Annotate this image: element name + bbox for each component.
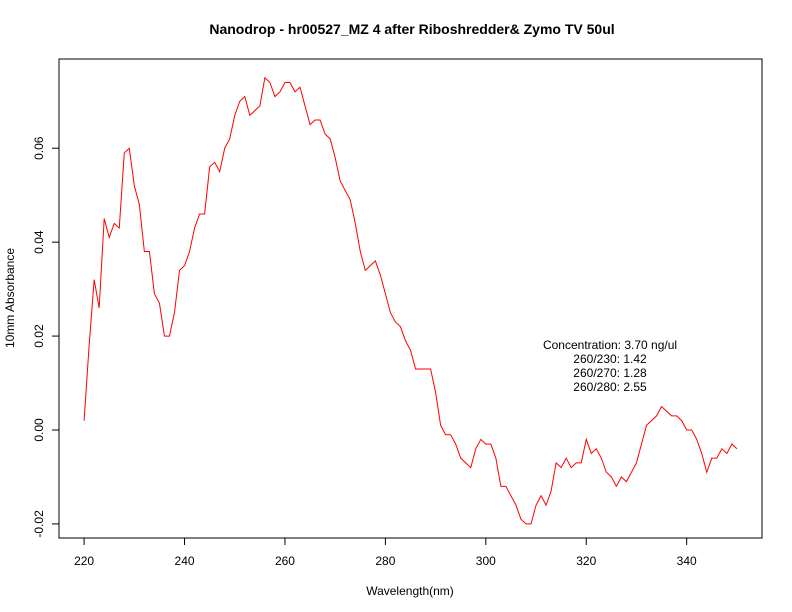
x-tick-label: 320 bbox=[576, 554, 596, 568]
y-axis: -0.02 0.00 0.02 0.04 0.06 bbox=[32, 136, 59, 538]
x-tick-label: 340 bbox=[677, 554, 697, 568]
x-axis: 220 240 260 280 300 320 340 bbox=[74, 538, 697, 568]
chart-title: Nanodrop - hr00527_MZ 4 after Riboshredd… bbox=[209, 21, 614, 37]
y-tick-label: 0.02 bbox=[32, 324, 46, 348]
y-tick-label: 0.06 bbox=[32, 136, 46, 160]
plot-frame bbox=[58, 58, 763, 539]
y-axis-label: 10mm Absorbance bbox=[3, 248, 17, 348]
x-tick-label: 280 bbox=[375, 554, 395, 568]
ratio-260-230-annotation: 260/230: 1.42 bbox=[573, 352, 647, 366]
concentration-annotation: Concentration: 3.70 ng/ul bbox=[543, 338, 677, 352]
x-tick-label: 240 bbox=[175, 554, 195, 568]
x-tick-label: 260 bbox=[275, 554, 295, 568]
absorbance-series-line bbox=[83, 76, 738, 525]
x-tick-label: 220 bbox=[74, 554, 94, 568]
ratio-260-280-annotation: 260/280: 2.55 bbox=[573, 380, 647, 394]
annotation-block: Concentration: 3.70 ng/ul 260/230: 1.42 … bbox=[543, 338, 677, 394]
y-tick-label: -0.02 bbox=[32, 510, 46, 538]
y-tick-label: 0.04 bbox=[32, 230, 46, 254]
x-tick-label: 300 bbox=[476, 554, 496, 568]
ratio-260-270-annotation: 260/270: 1.28 bbox=[573, 366, 647, 380]
x-axis-label: Wavelength(nm) bbox=[366, 584, 454, 598]
y-tick-label: 0.00 bbox=[32, 418, 46, 442]
